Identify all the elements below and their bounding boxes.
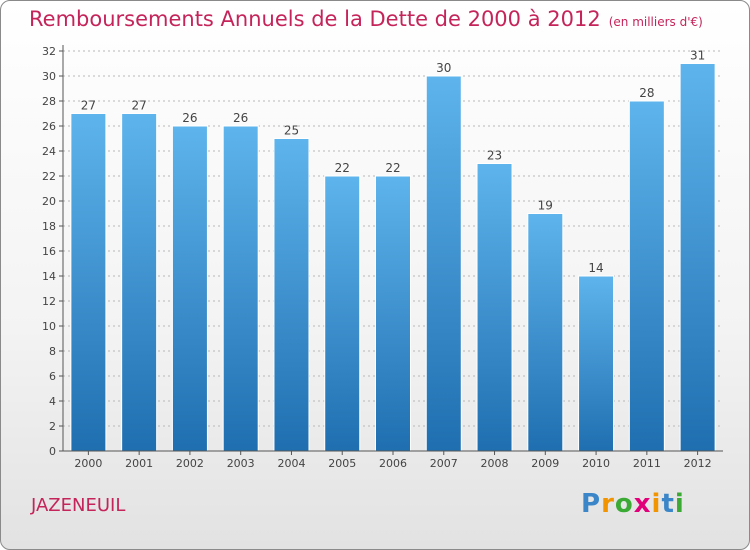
x-tick-label: 2012 — [684, 457, 712, 470]
chart-title-text: Remboursements Annuels de la Dette de 20… — [29, 7, 601, 31]
y-tick-label: 2 — [49, 420, 56, 433]
value-label: 22 — [385, 161, 400, 175]
chart-subtitle: (en milliers d'€) — [608, 15, 703, 29]
x-tick-label: 2006 — [379, 457, 407, 470]
bar-2002 — [171, 125, 208, 452]
value-label: 27 — [81, 99, 96, 113]
y-tick-label: 26 — [42, 120, 56, 133]
bar-2004 — [273, 138, 310, 452]
value-label: 14 — [588, 261, 603, 275]
x-tick-label: 2008 — [481, 457, 509, 470]
x-tick-label: 2002 — [176, 457, 204, 470]
x-tick-label: 2000 — [74, 457, 102, 470]
value-label: 31 — [690, 49, 705, 63]
chart-title: Remboursements Annuels de la Dette de 20… — [29, 7, 703, 31]
x-tick-label: 2003 — [227, 457, 255, 470]
value-label: 25 — [284, 124, 299, 138]
value-label: 28 — [639, 86, 654, 100]
value-label: 22 — [335, 161, 350, 175]
bar-2008 — [476, 163, 513, 452]
y-tick-label: 12 — [42, 295, 56, 308]
logo-letter: i — [651, 489, 662, 519]
value-label: 27 — [132, 99, 147, 113]
y-tick-label: 22 — [42, 170, 56, 183]
proxiti-logo: Proxiti — [581, 489, 685, 519]
x-tick-label: 2004 — [277, 457, 305, 470]
logo-letter: i — [674, 489, 685, 519]
y-tick-label: 6 — [49, 370, 56, 383]
value-label: 19 — [538, 199, 553, 213]
y-tick-label: 16 — [42, 245, 56, 258]
y-tick-label: 0 — [49, 445, 56, 458]
bar-2009 — [527, 213, 564, 452]
value-label: 30 — [436, 61, 451, 75]
logo-letter: t — [661, 489, 675, 519]
bar-2006 — [375, 175, 411, 452]
bar-2000 — [70, 113, 107, 452]
bar-2005 — [324, 175, 361, 452]
bar-2011 — [628, 100, 665, 452]
y-tick-label: 30 — [42, 70, 56, 83]
x-tick-label: 2010 — [582, 457, 610, 470]
value-label: 26 — [182, 111, 197, 125]
x-tick-label: 2005 — [328, 457, 356, 470]
bar-2010 — [578, 275, 615, 452]
y-tick-label: 20 — [42, 195, 56, 208]
logo-letter: r — [601, 489, 615, 519]
bar-2003 — [222, 125, 259, 452]
y-tick-label: 10 — [42, 320, 56, 333]
y-tick-label: 28 — [42, 95, 56, 108]
commune-name: JAZENEUIL — [31, 495, 126, 516]
y-tick-label: 18 — [42, 220, 56, 233]
bar-2012 — [679, 63, 716, 452]
logo-letter: P — [581, 489, 602, 519]
x-tick-label: 2001 — [125, 457, 153, 470]
y-tick-label: 32 — [42, 45, 56, 58]
y-tick-label: 8 — [49, 345, 56, 358]
x-tick-label: 2011 — [633, 457, 661, 470]
logo-letter: x — [633, 489, 652, 519]
x-tick-label: 2007 — [430, 457, 458, 470]
value-label: 23 — [487, 149, 502, 163]
x-tick-label: 2009 — [531, 457, 559, 470]
bar-2007 — [425, 75, 462, 452]
value-label: 26 — [233, 111, 248, 125]
bar-2001 — [121, 113, 158, 452]
y-tick-label: 14 — [42, 270, 56, 283]
y-tick-label: 4 — [49, 395, 56, 408]
logo-letter: o — [614, 489, 634, 519]
y-tick-label: 24 — [42, 145, 56, 158]
bars: 27 27 26 26 25 22 22 30 23 19 14 28 31 — [70, 49, 716, 452]
